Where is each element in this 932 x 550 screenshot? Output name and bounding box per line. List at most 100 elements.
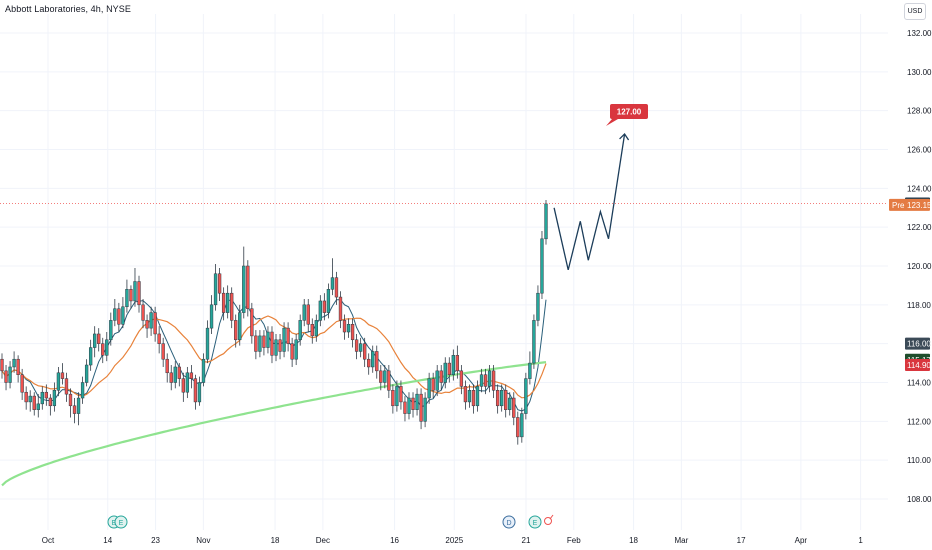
event-marker-circle[interactable]	[114, 515, 128, 529]
candle-body	[290, 343, 294, 360]
candle	[113, 299, 117, 327]
candle	[20, 368, 24, 400]
candle-body	[157, 333, 161, 344]
candle	[520, 407, 524, 443]
candle	[318, 295, 322, 327]
ma-value-badge-2-bg	[905, 359, 930, 372]
y-tick-label: 122.00	[907, 223, 932, 232]
event-marker[interactable]: E	[114, 515, 128, 529]
candle-body	[508, 397, 512, 410]
candle	[217, 267, 222, 301]
candle-body	[12, 358, 16, 368]
candle	[455, 345, 460, 379]
candle-body	[0, 358, 4, 372]
candle-body	[76, 397, 81, 414]
ma-value-badge-2: 114.90	[905, 359, 931, 372]
candle-body	[105, 339, 109, 356]
y-tick-label: 130.00	[907, 68, 932, 77]
candle-body	[334, 277, 339, 298]
event-marker-label: D	[506, 520, 511, 527]
x-tick-label: 18	[629, 536, 638, 545]
pre-market-label: Pre	[892, 201, 905, 210]
candle-body	[411, 397, 415, 410]
y-tick-label: 118.00	[907, 301, 931, 310]
candle	[48, 394, 53, 416]
event-marker-circle[interactable]	[528, 515, 542, 529]
candle-body	[28, 395, 32, 403]
candle	[262, 330, 266, 356]
candle	[371, 345, 375, 373]
candle-body	[435, 370, 439, 391]
event-marker-label: E	[112, 520, 117, 527]
candle-body	[250, 308, 254, 337]
candle	[205, 320, 210, 364]
candle	[246, 260, 250, 317]
candle-body	[399, 386, 403, 403]
pre-market-badge: Pre 123.15	[889, 198, 932, 211]
candle-body	[451, 355, 455, 375]
currency-selector[interactable]: USD	[904, 3, 926, 20]
candle	[193, 374, 198, 410]
candle	[238, 304, 242, 346]
pre-market-price: 123.15	[907, 201, 932, 210]
candle-body	[520, 413, 524, 438]
candle-body	[133, 281, 137, 302]
projection-path: 127.00	[553, 104, 648, 271]
candle-body	[193, 378, 198, 403]
candle-body	[189, 372, 194, 379]
candle	[358, 337, 363, 358]
candle-body	[274, 339, 278, 356]
candle	[40, 386, 44, 410]
candle	[226, 285, 230, 319]
candle-body	[80, 382, 85, 399]
candle-body	[375, 351, 379, 372]
price-axis[interactable]: 108.00 110.00 112.00 114.00 116.00 118.00 120.…	[907, 29, 932, 504]
candle	[0, 353, 4, 379]
candle-body	[427, 378, 431, 399]
candle	[16, 355, 20, 383]
candle-body	[467, 390, 472, 403]
flag-icon-circle	[544, 517, 552, 525]
target-badge-bg	[610, 104, 648, 119]
candle	[354, 333, 359, 360]
event-marker[interactable]: E	[528, 515, 542, 529]
candle-body	[504, 390, 508, 410]
candle	[407, 392, 411, 420]
candle-body	[286, 327, 290, 344]
candle	[105, 332, 109, 362]
candle	[532, 314, 536, 369]
x-tick-label: Feb	[567, 536, 581, 545]
flag-icon[interactable]	[544, 514, 554, 525]
event-marker-circle[interactable]	[502, 515, 516, 529]
projection-arrow-head	[619, 132, 630, 141]
candle	[504, 384, 508, 418]
candle	[201, 353, 206, 387]
candle	[540, 231, 544, 300]
candle	[93, 326, 97, 358]
candle	[254, 330, 258, 360]
candle-body	[44, 391, 48, 399]
candle-body	[282, 327, 286, 352]
event-marker[interactable]: D	[502, 515, 516, 529]
candle	[391, 384, 395, 414]
time-axis[interactable]: Oct 14 23 Nov 18 Dec 16 2025 21 Feb 18 Mar 17 Apr 1	[42, 536, 864, 545]
candle-body	[16, 358, 20, 375]
candle-body	[395, 386, 399, 407]
candle	[447, 357, 451, 383]
candle-body	[500, 390, 504, 407]
candle	[60, 363, 65, 385]
chart-title: Abbott Laboratories, 4h, NYSE	[5, 4, 131, 14]
x-tick-label: Dec	[316, 536, 330, 545]
candle-body	[40, 391, 44, 405]
candle	[463, 380, 468, 410]
candle	[544, 199, 548, 245]
candle-body	[246, 265, 250, 309]
candle-body	[536, 292, 540, 321]
candle-body	[463, 386, 468, 403]
candle	[24, 386, 28, 410]
candle-body	[455, 355, 460, 372]
candle	[177, 363, 181, 387]
candle	[12, 351, 16, 373]
